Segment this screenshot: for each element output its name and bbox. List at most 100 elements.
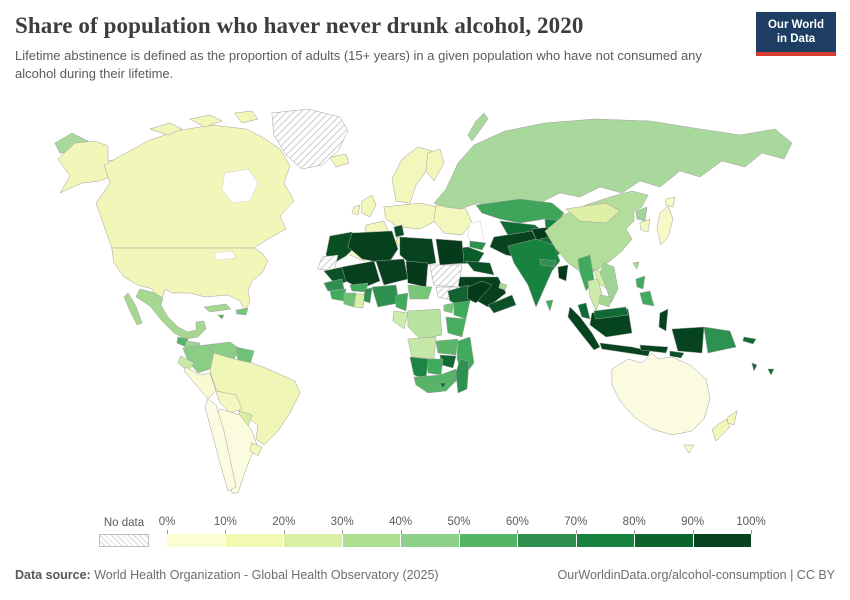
country-kenya[interactable] [453,300,471,320]
country-syria-iraq[interactable] [465,260,495,276]
country-novaya-zemlya[interactable] [467,112,489,142]
country-bolivia[interactable] [215,390,243,414]
country-jamaica[interactable] [217,314,225,320]
country-bangladesh[interactable] [557,264,569,282]
country-caucasus[interactable] [469,240,487,251]
country-south-africa[interactable] [413,368,459,394]
country-solomon-islands[interactable] [742,336,757,345]
country-canada[interactable] [95,124,295,249]
country-hispaniola[interactable] [235,307,249,316]
country-indonesia-java[interactable] [599,342,651,357]
country-indonesia-sulawesi[interactable] [658,308,669,332]
country-central-african-republic[interactable] [407,284,433,300]
country-sri-lanka[interactable] [545,299,554,312]
country-gabon-congo[interactable] [392,310,409,330]
country-egypt[interactable] [435,238,465,266]
country-uganda[interactable] [443,302,455,314]
country-tunisia[interactable] [393,224,405,238]
country-senegal[interactable] [323,278,345,292]
country-new-zealand-south[interactable] [711,418,731,442]
country-new-zealand-north[interactable] [726,410,738,426]
country-mexico[interactable] [135,288,207,340]
legend-bin-70%-80%[interactable] [576,534,635,547]
legend-tick-mark [167,530,168,534]
country-iceland[interactable] [329,153,350,168]
country-uk[interactable] [361,194,377,218]
country-botswana[interactable] [425,358,444,376]
country-australia[interactable] [611,352,711,436]
country-chile[interactable] [204,398,237,492]
legend-bin-40%-50%[interactable] [401,534,460,547]
legend-bin-10%-20%[interactable] [225,534,284,547]
country-papua-new-guinea[interactable] [703,326,737,354]
country-japan[interactable] [656,205,674,246]
country-finland[interactable] [425,148,445,182]
country-sudan[interactable] [429,264,463,288]
country-greenland[interactable] [271,108,349,170]
country-zambia[interactable] [435,338,459,356]
owid-logo[interactable]: Our World in Data [756,12,836,56]
country-central-europe[interactable] [383,202,439,230]
country-india[interactable] [507,238,561,308]
country-lesotho[interactable] [439,382,447,389]
country-indonesia-sumatra[interactable] [567,306,601,351]
country-thailand[interactable] [587,278,603,312]
country-nigeria[interactable] [371,284,400,308]
country-uruguay[interactable] [249,442,263,457]
country-guinea[interactable] [329,288,347,302]
country-usa[interactable] [111,247,269,312]
country-tasmania[interactable] [683,444,695,454]
country-japan-hokkaido[interactable] [665,196,676,208]
legend-bin-60%-70%[interactable] [518,534,577,547]
country-namibia[interactable] [409,356,429,380]
country-philippines-south[interactable] [639,290,655,307]
legend-bin-50%-60%[interactable] [459,534,518,547]
country-philippines-north[interactable] [635,275,646,290]
country-vanuatu[interactable] [751,362,758,372]
country-south-korea[interactable] [639,218,651,233]
country-dr-congo[interactable] [407,308,443,340]
country-indonesia-lesser-sunda[interactable] [639,344,669,354]
country-taiwan[interactable] [632,261,640,270]
country-togo-benin[interactable] [363,287,373,304]
country-cameroon[interactable] [395,292,409,312]
footer-citation-link[interactable]: OurWorldinData.org/alcohol-consumption |… [557,568,835,582]
country-russia[interactable] [433,118,793,210]
country-yemen-oman[interactable] [487,294,517,314]
country-fiji[interactable] [767,368,775,376]
country-east-europe[interactable] [433,204,473,236]
country-arctic-islands[interactable] [149,110,259,136]
data-source-value: World Health Organization - Global Healt… [90,568,439,582]
country-tanzania[interactable] [445,316,467,338]
country-timor[interactable] [669,350,685,359]
country-scandinavia[interactable] [391,146,433,204]
country-malaysia-peninsula[interactable] [577,302,591,320]
country-cuba[interactable] [203,303,232,313]
country-chad[interactable] [405,260,429,288]
country-gulf-states[interactable] [498,282,508,291]
country-ireland[interactable] [351,204,361,216]
country-ghana[interactable] [353,293,366,309]
country-china[interactable] [544,190,649,274]
country-madagascar[interactable] [455,358,470,394]
legend-bin-30%-40%[interactable] [342,534,401,547]
country-niger[interactable] [375,258,409,286]
legend-bin-80%-90%[interactable] [635,534,694,547]
country-peru[interactable] [183,366,217,400]
country-mexico-baja[interactable] [123,292,143,326]
country-mongolia[interactable] [565,202,621,224]
legend-no-data-swatch[interactable] [99,534,149,547]
country-cambodia[interactable] [599,294,613,308]
legend-bin-0%-10%[interactable] [167,534,226,547]
country-nepal[interactable] [539,258,557,268]
country-mali[interactable] [341,260,381,290]
country-algeria[interactable] [347,230,399,265]
country-vietnam[interactable] [599,262,619,304]
legend-tick-labels: 0% 10% 20% 30% 40% 50% 60% 70% 80% 90% 100% [159,513,766,534]
country-indonesia-papua[interactable] [671,326,705,354]
legend-bin-20%-30%[interactable] [284,534,343,547]
legend-bin-90%-100%[interactable] [693,534,751,547]
country-angola[interactable] [407,336,437,360]
country-malaysia-borneo[interactable] [593,306,629,320]
country-somalia[interactable] [467,280,493,304]
